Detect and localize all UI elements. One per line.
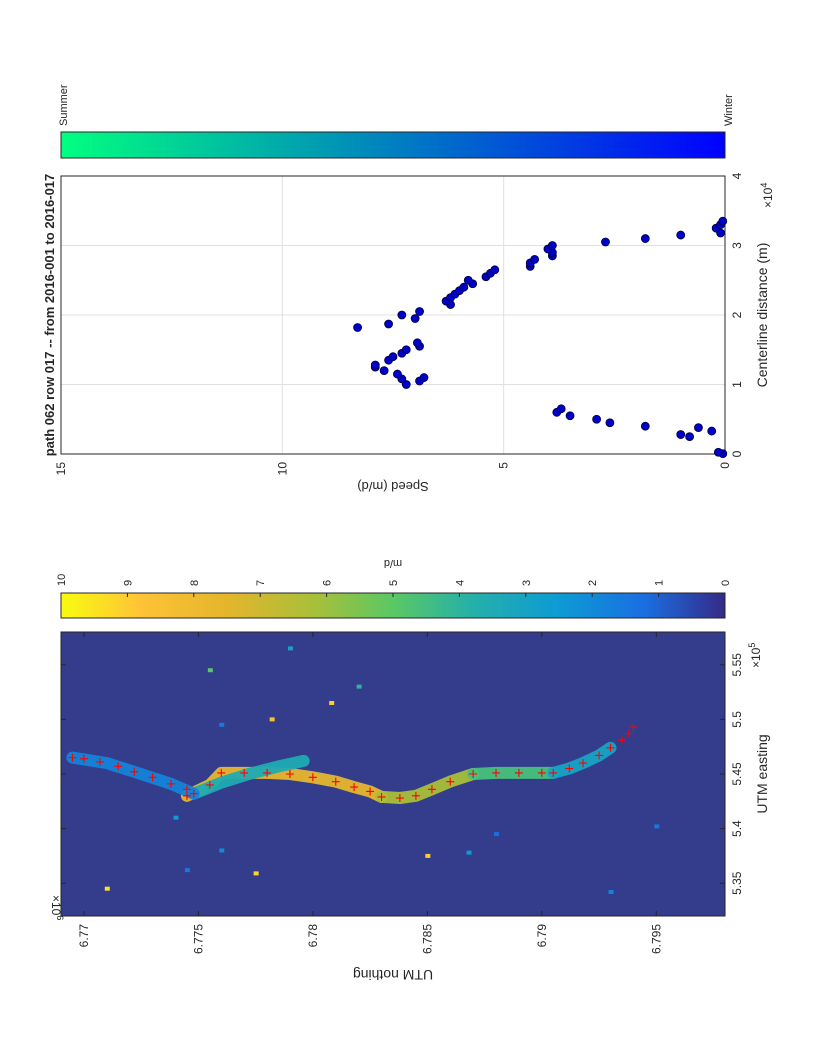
scatter-x-exponent: ×104 — [759, 183, 775, 208]
speed-colorbar-tick-9: 9 — [122, 580, 134, 586]
season-colorbar-gradient — [61, 132, 725, 158]
scatter-point-1 — [714, 448, 722, 456]
noise-pixel-2 — [254, 871, 259, 875]
speed-colorbar-tick-5: 5 — [388, 580, 400, 586]
scatter-point-7 — [606, 419, 614, 427]
noise-pixel-6 — [357, 685, 362, 689]
scatter-distance-ticks: 0 1 2 3 4 — [730, 172, 744, 457]
scatter-point-11 — [557, 405, 565, 413]
scatter-point-8 — [593, 415, 601, 423]
scatter-point-38 — [464, 276, 472, 284]
speed-tick-2: 10 — [275, 462, 289, 476]
scatter-point-41 — [491, 266, 499, 274]
speed-colorbar-tick-6: 6 — [322, 580, 334, 586]
noise-pixel-0 — [105, 887, 110, 891]
scatter-point-49 — [601, 238, 609, 246]
noise-pixel-1 — [185, 868, 190, 872]
season-colorbar-high-label: Summer — [58, 84, 70, 126]
noise-pixel-5 — [329, 701, 334, 705]
distance-tick-2: 2 — [730, 311, 744, 318]
scatter-point-17 — [380, 367, 388, 375]
scatter-point-36 — [460, 283, 468, 291]
easting-tick-0: 5.35 — [730, 871, 744, 895]
scatter-point-55 — [719, 217, 727, 225]
noise-pixel-15 — [609, 890, 614, 894]
distance-tick-3: 3 — [730, 242, 744, 249]
scatter-speed-ticks: 0 5 10 15 — [54, 462, 732, 476]
speed-colorbar-tick-10: 10 — [56, 574, 68, 586]
noise-pixel-4 — [219, 723, 224, 727]
season-colorbar-low-label: Winter — [723, 94, 735, 126]
speed-heatmap: 6.77 6.775 6.78 6.785 6.79 6.795 5.35 5.4 5.45 5… — [49, 632, 770, 983]
scatter-point-48 — [548, 242, 556, 250]
speed-colorbar-tick-4: 4 — [454, 580, 466, 586]
scatter-point-16 — [393, 370, 401, 378]
easting-tick-4: 5.55 — [730, 653, 744, 677]
scatter-point-2 — [686, 433, 694, 441]
northing-tick-2: 6.78 — [306, 924, 320, 948]
heatmap-background — [61, 632, 725, 916]
speed-colorbar-tick-0: 0 — [720, 580, 732, 586]
scatter-point-23 — [402, 346, 410, 354]
northing-tick-4: 6.79 — [535, 924, 549, 948]
heatmap-ylabel: UTM nothing — [353, 967, 433, 983]
distance-tick-4: 4 — [730, 172, 744, 179]
easting-tick-3: 5.5 — [730, 711, 744, 728]
scatter-xlabel: Centerline distance (m) — [754, 243, 770, 388]
northing-tick-0: 6.77 — [77, 924, 91, 948]
speed-tick-0: 0 — [718, 462, 732, 469]
northing-tick-5: 6.795 — [649, 924, 663, 954]
noise-pixel-11 — [288, 646, 293, 650]
scatter-point-26 — [354, 324, 362, 332]
speed-scatter: 0 5 10 15 0 1 2 3 4 ×104 Centerline distance (m… — [42, 172, 775, 494]
scatter-point-50 — [641, 235, 649, 243]
speed-colorbar-tick-2: 2 — [587, 580, 599, 586]
speed-colorbar-label: m/d — [384, 557, 402, 569]
scatter-ylabel: Speed (m/d) — [357, 479, 429, 494]
heatmap-x-exponent: ×105 — [747, 643, 763, 668]
scatter-title: path 062 row 017 -- from 2016-001 to 201… — [42, 174, 57, 457]
season-colorbar: Summer Winter — [58, 84, 735, 158]
speed-colorbar: 0 1 2 3 4 5 6 7 8 9 10 m/d — [56, 557, 732, 618]
scatter-point-21 — [389, 353, 397, 361]
scatter-point-28 — [411, 314, 419, 322]
scatter-point-25 — [413, 339, 421, 347]
scatter-point-5 — [677, 431, 685, 439]
speed-colorbar-tick-7: 7 — [255, 580, 267, 586]
scatter-point-30 — [416, 308, 424, 316]
scatter-point-6 — [641, 422, 649, 430]
scatter-point-44 — [531, 255, 539, 263]
noise-pixel-8 — [467, 851, 472, 855]
noise-pixel-13 — [173, 816, 178, 820]
heatmap-xlabel: UTM easting — [754, 734, 770, 813]
speed-tick-3: 15 — [54, 462, 68, 476]
distance-tick-1: 1 — [730, 381, 744, 388]
speed-colorbar-tick-3: 3 — [521, 580, 533, 586]
noise-pixel-14 — [494, 832, 499, 836]
noise-pixel-12 — [219, 848, 224, 852]
speed-colorbar-tick-1: 1 — [654, 580, 666, 586]
scatter-point-4 — [694, 424, 702, 432]
distance-tick-0: 0 — [730, 450, 744, 457]
scatter-point-19 — [371, 361, 379, 369]
noise-pixel-3 — [270, 717, 275, 721]
northing-tick-1: 6.775 — [191, 924, 205, 954]
noise-pixel-7 — [425, 854, 430, 858]
easting-tick-2: 5.45 — [730, 762, 744, 786]
scatter-point-9 — [566, 412, 574, 420]
speed-tick-1: 5 — [497, 462, 511, 469]
speed-colorbar-tick-8: 8 — [189, 580, 201, 586]
scatter-point-15 — [420, 374, 428, 382]
noise-pixel-9 — [654, 824, 659, 828]
northing-tick-3: 6.785 — [420, 924, 434, 954]
scatter-point-51 — [677, 231, 685, 239]
easting-tick-1: 5.4 — [730, 820, 744, 837]
scatter-point-29 — [398, 311, 406, 319]
heatmap-y-exponent: ×106 — [49, 895, 65, 920]
scatter-point-3 — [708, 427, 716, 435]
scatter-point-27 — [385, 320, 393, 328]
noise-pixel-10 — [208, 668, 213, 672]
